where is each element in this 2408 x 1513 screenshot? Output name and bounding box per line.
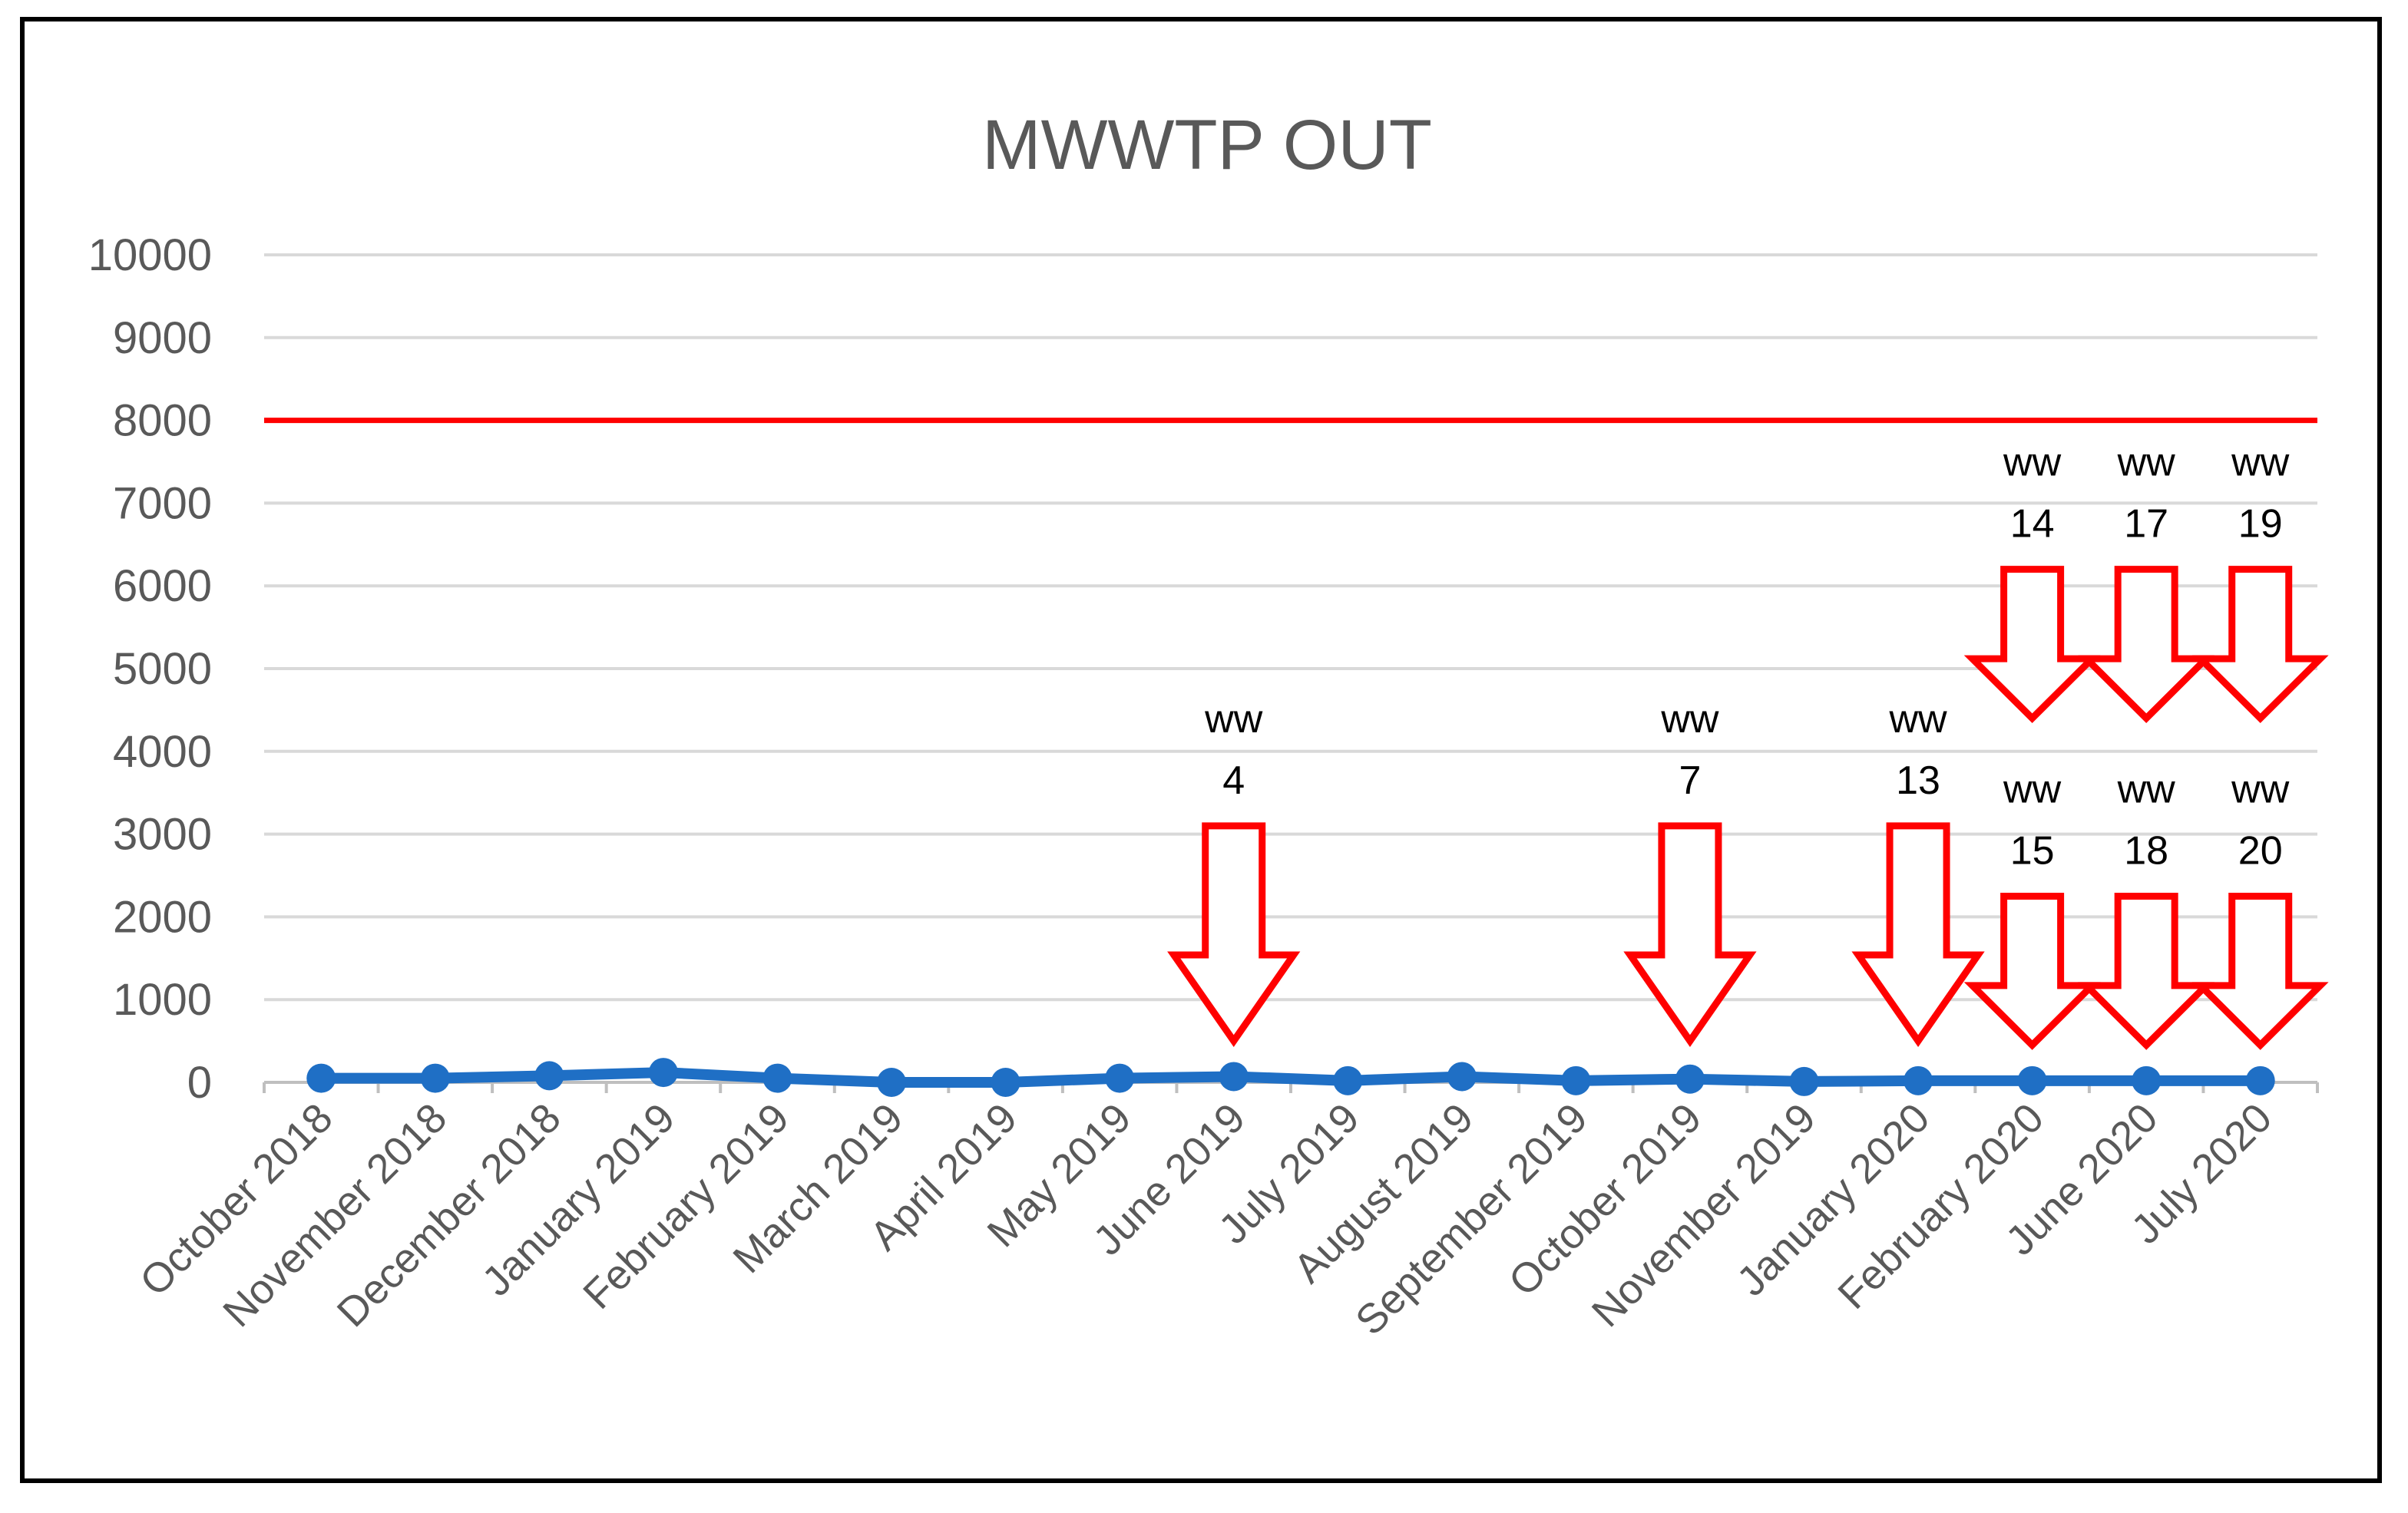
y-tick-label: 2000 [113,892,212,942]
annotation-label-line1: ww [2003,767,2062,811]
annotation-label-line1: ww [2231,767,2290,811]
annotation-arrow [1623,822,1757,1047]
y-tick-label: 6000 [113,561,212,611]
data-point [1447,1062,1477,1092]
x-tick-label: February 2020 [1829,1095,2052,1318]
y-tick-label: 5000 [113,644,212,694]
annotations: ww 4 ww 7 ww 13 ww 14 ww 17 ww 19 ww 15 ww 18 ww 20 [1167,441,2329,1050]
data-point [420,1063,450,1093]
annotation-label-line2: 18 [2124,828,2168,873]
annotation-arrow [2078,566,2215,724]
y-tick-label: 4000 [113,727,212,777]
annotation-arrow [2191,566,2329,724]
data-point [1219,1062,1249,1092]
data-point [2132,1065,2162,1095]
y-tick-label: 10000 [88,230,212,280]
annotation-label-line2: 15 [2010,828,2055,873]
y-tick-label: 9000 [113,313,212,363]
data-point [2245,1065,2275,1095]
y-axis-ticks: 0 1000 2000 3000 4000 5000 6000 7000 8000 9000 100… [88,230,212,1108]
y-tick-label: 1000 [113,975,212,1025]
annotation-arrow [1963,892,2101,1050]
annotation-label-line2: 19 [2238,502,2283,547]
data-point [306,1063,336,1093]
annotation-label-line1: ww [2231,441,2290,485]
data-point [762,1063,792,1093]
annotation-label-line2: 14 [2010,502,2055,547]
annotation-label-line1: ww [2117,441,2176,485]
data-point [1789,1066,1819,1096]
annotation-label-line1: ww [2117,767,2176,811]
annotation-label-line1: ww [1660,697,1719,742]
series-line [321,1067,2261,1088]
series [306,1058,2275,1097]
data-point [2017,1065,2047,1095]
annotation-label-line1: ww [1204,697,1263,742]
chart-title: MWWTP OUT [982,106,1432,184]
annotation-label-line2: 17 [2124,502,2168,547]
annotation-label-line2: 13 [1896,758,1940,803]
annotation-label-line2: 20 [2238,828,2283,873]
chart-frame: MWWTP OUT 0 1000 2000 3000 4000 5000 6000 7000 8… [20,17,2382,1483]
data-point [991,1068,1020,1097]
annotation-arrow [1167,822,1301,1047]
data-point [1904,1065,1933,1095]
data-point [648,1058,678,1088]
annotation-label-line2: 7 [1679,758,1701,803]
annotation-arrow [1963,566,2101,724]
line-chart: MWWTP OUT 0 1000 2000 3000 4000 5000 6000 7000 8… [88,106,2329,1344]
data-point [877,1068,907,1097]
y-tick-label: 3000 [113,810,212,860]
data-point [1561,1065,1591,1095]
annotation-label-line1: ww [1889,697,1948,742]
y-tick-label: 8000 [113,396,212,446]
y-tick-label: 7000 [113,478,212,528]
y-tick-label: 0 [187,1058,212,1108]
annotation-arrow [2078,892,2215,1050]
annotation-label-line1: ww [2003,441,2062,485]
data-point [1675,1064,1705,1094]
data-point [534,1061,564,1091]
annotation-arrow [2191,892,2329,1050]
data-point [1333,1065,1363,1095]
annotation-arrow [1851,822,1985,1047]
x-tick-label: October 2018 [131,1095,342,1305]
x-tick-label: February 2019 [574,1095,798,1318]
data-point [1105,1063,1135,1093]
annotation-label-line2: 4 [1222,758,1245,803]
